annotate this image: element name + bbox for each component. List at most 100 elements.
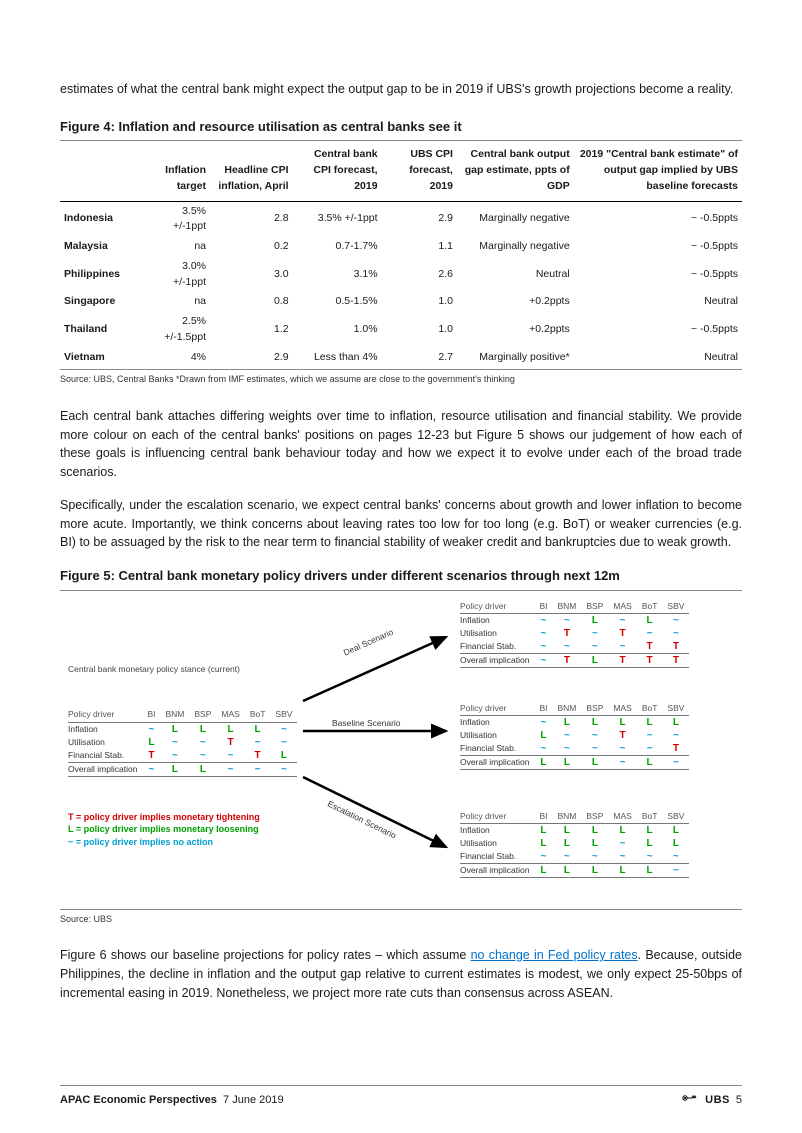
mini-row-label: Financial Stab. xyxy=(460,850,534,864)
mini-cell: ~ xyxy=(608,614,636,628)
mini-cell: ~ xyxy=(662,864,689,878)
table-cell: Less than 4% xyxy=(293,348,382,370)
table-cell: 2.6 xyxy=(382,257,457,293)
mini-cell: ~ xyxy=(245,763,271,777)
mini-row-label: Inflation xyxy=(460,614,534,628)
table-cell: ~ -0.5ppts xyxy=(574,201,742,237)
mini-cell: ~ xyxy=(534,654,552,668)
mini-header: BNM xyxy=(552,701,581,716)
mini-cell: ~ xyxy=(662,850,689,864)
baseline-scenario-label: Baseline Scenario xyxy=(332,717,401,730)
mini-header: SBV xyxy=(270,707,297,722)
mini-header: BoT xyxy=(245,707,271,722)
arrow-escalation xyxy=(298,769,458,857)
table-cell: 3.5% +/-1ppt xyxy=(150,201,210,237)
table-cell: 3.0% +/-1ppt xyxy=(150,257,210,293)
mini-header: BNM xyxy=(552,599,581,614)
mini-cell: L xyxy=(534,729,552,742)
table-cell: 1.1 xyxy=(382,237,457,257)
mini-cell: L xyxy=(608,716,636,730)
table-cell: Neutral xyxy=(574,292,742,312)
mini-header: BSP xyxy=(581,599,608,614)
table-cell: 0.2 xyxy=(210,237,293,257)
mini-cell: L xyxy=(608,864,636,878)
mini-cell: L xyxy=(637,614,663,628)
table-cell: 2.5% +/-1.5ppt xyxy=(150,312,210,348)
mini-header: BI xyxy=(534,809,552,824)
mini-cell: L xyxy=(662,716,689,730)
table-cell: ~ -0.5ppts xyxy=(574,237,742,257)
mini-cell: L xyxy=(245,723,271,737)
mini-row-label: Financial Stab. xyxy=(460,742,534,756)
figure4-title: Figure 4: Inflation and resource utilisa… xyxy=(60,117,742,137)
mini-cell: ~ xyxy=(142,723,160,737)
mini-cell: ~ xyxy=(160,736,189,749)
paragraph-2: Specifically, under the escalation scena… xyxy=(60,496,742,552)
mini-cell: L xyxy=(552,837,581,850)
table-cell: na xyxy=(150,292,210,312)
mini-row-label: Overall implication xyxy=(460,654,534,668)
fig4-col-header: Headline CPI inflation, April xyxy=(210,143,293,201)
table-cell: 0.8 xyxy=(210,292,293,312)
footer-left: APAC Economic Perspectives 7 June 2019 xyxy=(60,1092,284,1110)
mini-header: BI xyxy=(534,599,552,614)
para3-part-a: Figure 6 shows our baseline projections … xyxy=(60,948,471,962)
mini-cell: L xyxy=(581,756,608,770)
mini-row-label: Overall implication xyxy=(460,864,534,878)
footer-title: APAC Economic Perspectives xyxy=(60,1094,217,1106)
mini-cell: L xyxy=(534,824,552,838)
table-cell: 1.0 xyxy=(382,312,457,348)
figure4-source: Source: UBS, Central Banks *Drawn from I… xyxy=(60,373,742,387)
mini-row: Inflation~~L~L~ xyxy=(460,614,689,628)
mini-header: Policy driver xyxy=(460,599,534,614)
table-row: Thailand2.5% +/-1.5ppt1.21.0%1.0+0.2ppts… xyxy=(60,312,742,348)
mini-cell: ~ xyxy=(552,729,581,742)
mini-cell: L xyxy=(662,824,689,838)
mini-cell: ~ xyxy=(534,640,552,654)
mini-cell: L xyxy=(637,756,663,770)
table-cell: Thailand xyxy=(60,312,150,348)
mini-header: SBV xyxy=(662,809,689,824)
mini-row: InflationLLLLLL xyxy=(460,824,689,838)
mini-row: UtilisationLLL~LL xyxy=(460,837,689,850)
table-cell: ~ -0.5ppts xyxy=(574,312,742,348)
mini-header: BNM xyxy=(160,707,189,722)
mini-cell: ~ xyxy=(608,640,636,654)
mini-cell: ~ xyxy=(637,850,663,864)
mini-cell: ~ xyxy=(534,627,552,640)
table-row: Philippines3.0% +/-1ppt3.03.1%2.6Neutral… xyxy=(60,257,742,293)
table-cell: Marginally negative xyxy=(457,201,574,237)
fig4-col-header: UBS CPI forecast, 2019 xyxy=(382,143,457,201)
mini-cell: ~ xyxy=(142,763,160,777)
legend-no-action: ~ = policy driver implies no action xyxy=(68,836,260,849)
mini-cell: ~ xyxy=(160,749,189,763)
mini-cell: ~ xyxy=(662,614,689,628)
mini-row: Overall implicationLLL~L~ xyxy=(460,756,689,770)
mini-cell: ~ xyxy=(581,850,608,864)
mini-row-label: Utilisation xyxy=(460,729,534,742)
mini-cell: L xyxy=(160,763,189,777)
mini-cell: ~ xyxy=(534,716,552,730)
mini-cell: ~ xyxy=(189,736,216,749)
fed-rates-link[interactable]: no change in Fed policy rates xyxy=(471,948,638,962)
mini-cell: ~ xyxy=(216,763,244,777)
mini-cell: L xyxy=(552,716,581,730)
figure5-legend: T = policy driver implies monetary tight… xyxy=(68,811,260,849)
mini-cell: L xyxy=(637,716,663,730)
mini-cell: T xyxy=(608,729,636,742)
mini-row-label: Utilisation xyxy=(460,627,534,640)
table-cell: 1.0% xyxy=(293,312,382,348)
mini-row: Financial Stab.~~~~~T xyxy=(460,742,689,756)
table-cell: 3.1% xyxy=(293,257,382,293)
mini-cell: T xyxy=(552,654,581,668)
mini-cell: ~ xyxy=(608,742,636,756)
table-cell: Malaysia xyxy=(60,237,150,257)
mini-cell: ~ xyxy=(608,837,636,850)
mini-cell: L xyxy=(189,763,216,777)
table-cell: Singapore xyxy=(60,292,150,312)
mini-row: Financial Stab.~~~~~~ xyxy=(460,850,689,864)
mini-header: Policy driver xyxy=(460,701,534,716)
mini-header: SBV xyxy=(662,701,689,716)
figure4-top-rule xyxy=(60,140,742,141)
mini-row-label: Financial Stab. xyxy=(460,640,534,654)
